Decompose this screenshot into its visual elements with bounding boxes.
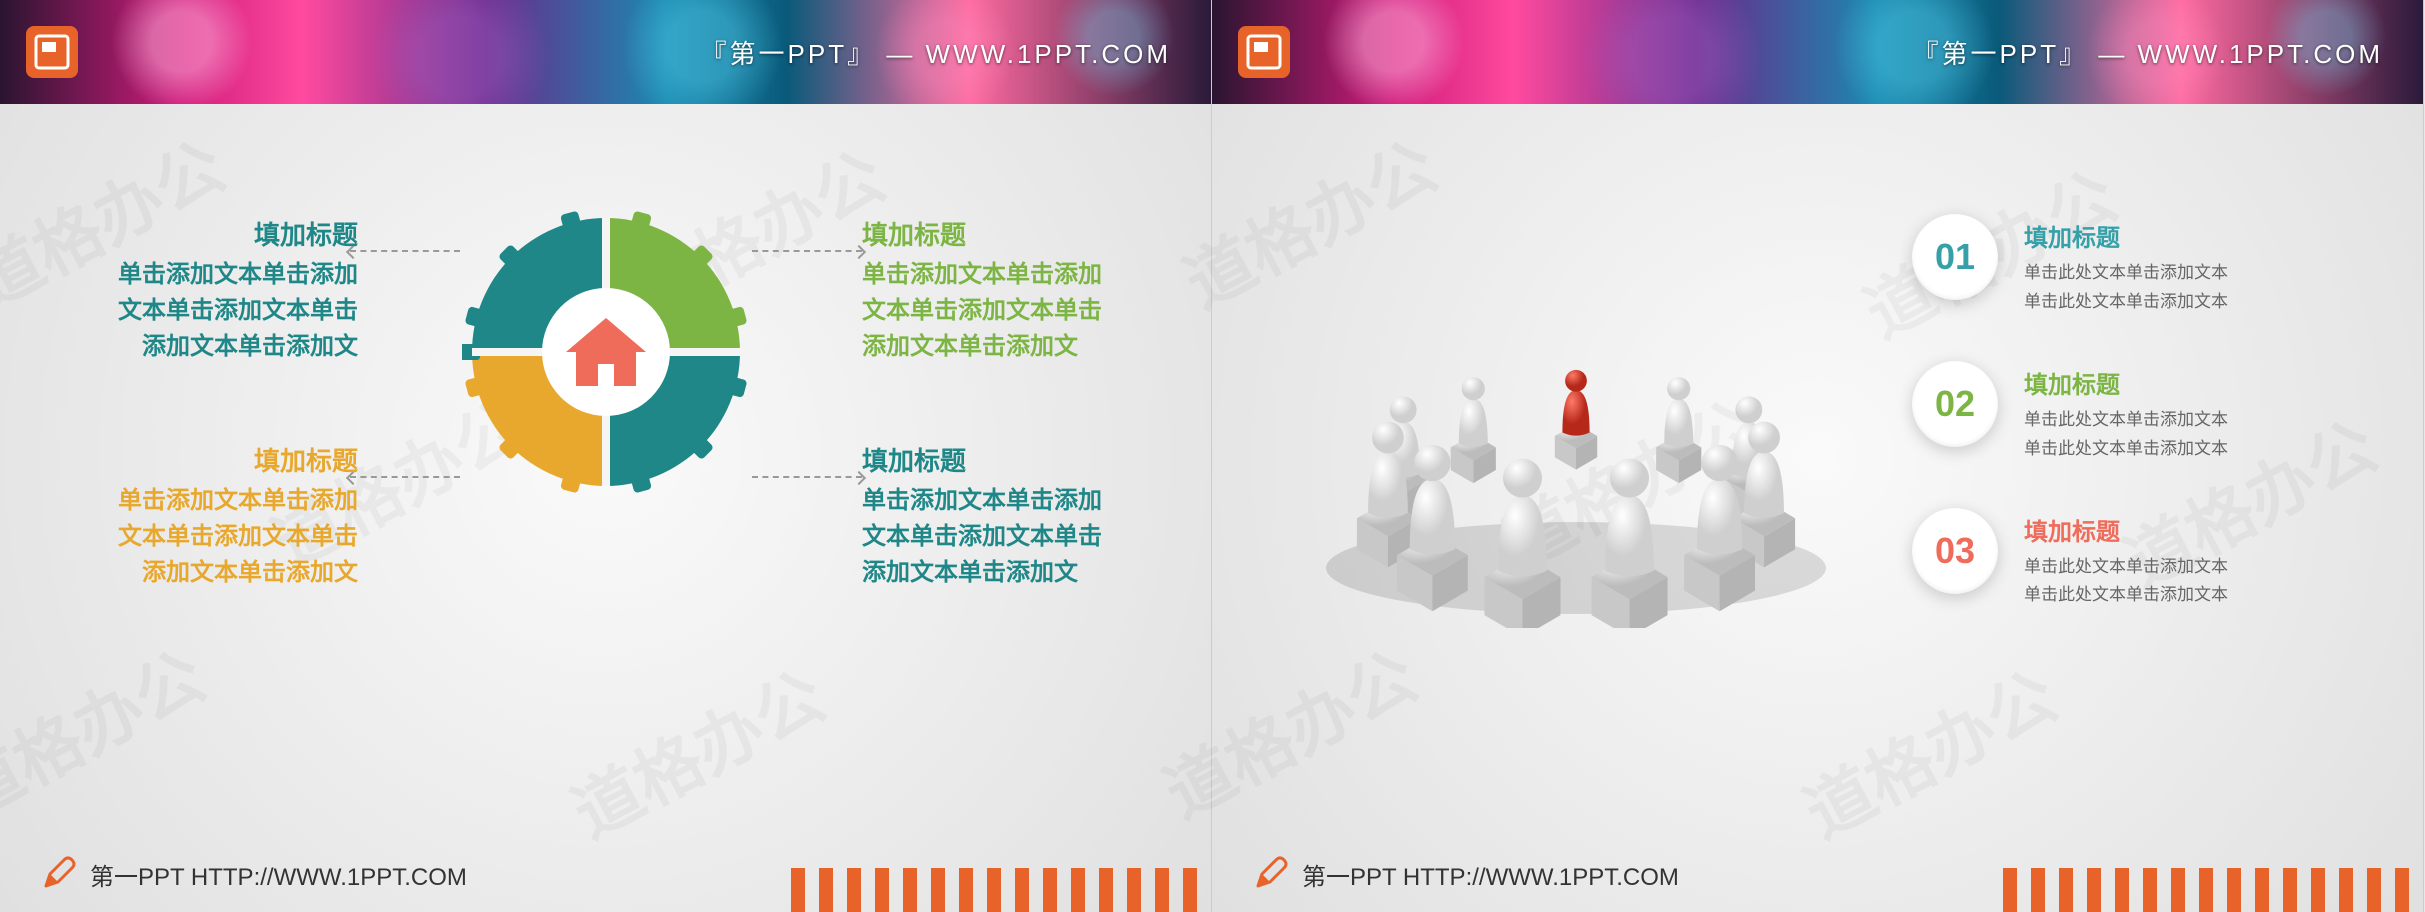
bullet-number-badge: 02 (1912, 361, 1998, 447)
section-body: 单击添加文本单击添加文本单击添加文本单击添加文本单击添加文 (862, 483, 1106, 591)
bullet-title: 填加标题 (2024, 365, 2228, 400)
ppt-file-icon (1236, 24, 1292, 80)
footer: 第一PPT HTTP://WWW.1PPT.COM (40, 856, 1211, 892)
footer-stripes (791, 868, 1211, 912)
header-brand-text: 『第一PPT』 — WWW.1PPT.COM (1913, 34, 2383, 71)
pencil-icon (1252, 856, 1288, 892)
bullet-body: 单击此处文本单击添加文本 单击此处文本单击添加文本 (2024, 406, 2228, 464)
bullet-title: 填加标题 (2024, 512, 2228, 547)
section-body: 单击添加文本单击添加文本单击添加文本单击添加文本单击添加文 (862, 257, 1106, 365)
section-title: 填加标题 (114, 442, 358, 481)
watermark: 道格办公 (0, 622, 219, 837)
gear-section-tr: 填加标题 单击添加文本单击添加文本单击添加文本单击添加文本单击添加文 (862, 216, 1106, 365)
numbered-list: 01 填加标题 单击此处文本单击添加文本 单击此处文本单击添加文本 02 填加标… (1912, 214, 2372, 654)
connector-line (752, 250, 862, 252)
footer-text: 第一PPT HTTP://WWW.1PPT.COM (1302, 857, 1679, 892)
watermark: 道格办公 (1785, 642, 2072, 857)
list-item: 03 填加标题 单击此处文本单击添加文本 单击此处文本单击添加文本 (1912, 508, 2372, 611)
section-title: 填加标题 (862, 216, 1106, 255)
list-item: 02 填加标题 单击此处文本单击添加文本 单击此处文本单击添加文本 (1912, 361, 2372, 464)
gear-section-br: 填加标题 单击添加文本单击添加文本单击添加文本单击添加文本单击添加文 (862, 442, 1106, 591)
pencil-icon (40, 856, 76, 892)
bullet-number-badge: 01 (1912, 214, 1998, 300)
connector-line (350, 476, 460, 478)
team-3d-figure (1296, 248, 1856, 628)
gear-diagram (462, 208, 750, 496)
section-title: 填加标题 (862, 442, 1106, 481)
list-item: 01 填加标题 单击此处文本单击添加文本 单击此处文本单击添加文本 (1912, 214, 2372, 317)
footer: 第一PPT HTTP://WWW.1PPT.COM (1252, 856, 2423, 892)
header-band: 『第一PPT』 — WWW.1PPT.COM (1212, 0, 2423, 104)
gear-section-tl: 填加标题 单击添加文本单击添加文本单击添加文本单击添加文本单击添加文 (114, 216, 358, 365)
bullet-number-badge: 03 (1912, 508, 1998, 594)
section-title: 填加标题 (114, 216, 358, 255)
section-body: 单击添加文本单击添加文本单击添加文本单击添加文本单击添加文 (114, 483, 358, 591)
header-band: 『第一PPT』 — WWW.1PPT.COM (0, 0, 1211, 104)
ppt-file-icon (24, 24, 80, 80)
slide-2: 『第一PPT』 — WWW.1PPT.COM 道格办公 道格办公 道格办公 道格… (1212, 0, 2424, 912)
section-body: 单击添加文本单击添加文本单击添加文本单击添加文本单击添加文 (114, 257, 358, 365)
bullet-body: 单击此处文本单击添加文本 单击此处文本单击添加文本 (2024, 553, 2228, 611)
footer-text: 第一PPT HTTP://WWW.1PPT.COM (90, 857, 467, 892)
gear-section-bl: 填加标题 单击添加文本单击添加文本单击添加文本单击添加文本单击添加文 (114, 442, 358, 591)
connector-line (350, 250, 460, 252)
header-brand-text: 『第一PPT』 — WWW.1PPT.COM (701, 34, 1171, 71)
bullet-title: 填加标题 (2024, 218, 2228, 253)
slide-1: 『第一PPT』 — WWW.1PPT.COM 道格办公 道格办公 道格办公 道格… (0, 0, 1212, 912)
footer-stripes (2003, 868, 2423, 912)
bullet-body: 单击此处文本单击添加文本 单击此处文本单击添加文本 (2024, 259, 2228, 317)
watermark: 道格办公 (553, 642, 840, 857)
connector-line (752, 476, 862, 478)
